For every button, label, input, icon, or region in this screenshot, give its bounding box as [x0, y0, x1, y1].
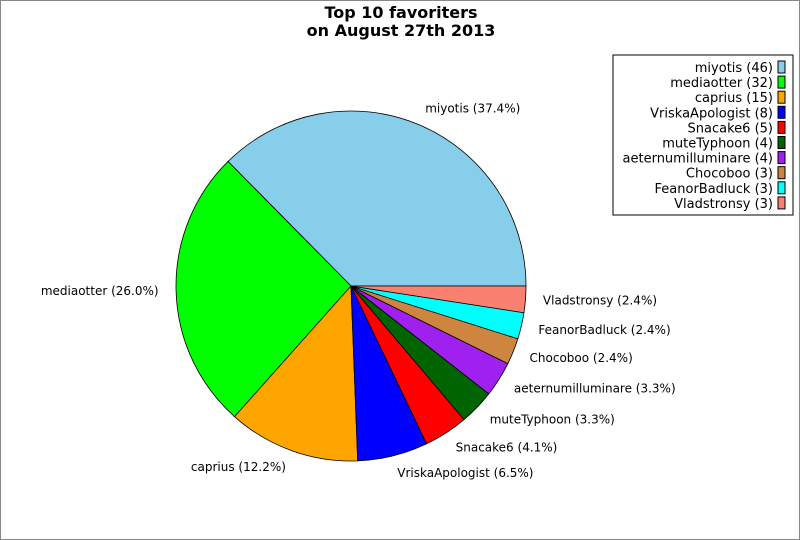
slice-label-muteTyphoon: muteTyphoon (3.3%)	[490, 412, 615, 426]
legend-swatch-VriskaApologist	[777, 105, 786, 119]
slice-label-Vladstronsy: Vladstronsy (2.4%)	[543, 294, 657, 308]
legend-swatch-muteTyphoon	[777, 136, 786, 149]
slice-label-mediaotter: mediaotter (26.0%)	[41, 284, 159, 298]
slice-label-miyotis: miyotis (37.4%)	[425, 101, 520, 115]
pie-slice-caprius	[234, 284, 359, 462]
legend-box	[612, 54, 794, 216]
slice-label-Chocoboo: Chocoboo (2.4%)	[530, 351, 633, 365]
legend-entry-caprius: caprius (15)	[695, 91, 773, 106]
legend-swatch-aeternumilluminare	[777, 151, 786, 165]
slice-label-FeanorBadluck: FeanorBadluck (2.4%)	[538, 323, 670, 337]
legend-swatch-FeanorBadluck	[777, 181, 786, 195]
legend-entry-Chocoboo: Chocoboo (3)	[686, 167, 773, 182]
slice-label-VriskaApologist: VriskaApologist (6.5%)	[397, 466, 533, 480]
legend-entry-aeternumilluminare: aeternumilluminare (4)	[623, 152, 773, 167]
legend-entry-Snacake6: Snacake6 (5)	[688, 121, 773, 136]
slice-label-aeternumilluminare: aeternumilluminare (3.3%)	[514, 382, 676, 396]
slice-label-Snacake6: Snacake6 (4.1%)	[456, 441, 558, 455]
legend-swatch-Chocoboo	[777, 166, 786, 180]
legend-swatch-mediaotter	[777, 75, 786, 89]
legend-swatch-caprius	[777, 90, 786, 104]
chart-title-line-1: Top 10 favoriters	[324, 3, 477, 22]
pie-slice-Vladstronsy	[350, 285, 527, 314]
legend-swatch-Snacake6	[777, 120, 786, 134]
legend-entry-Vladstronsy: Vladstronsy (3)	[674, 197, 773, 212]
legend-entry-miyotis: miyotis (46)	[695, 61, 773, 76]
legend-entry-mediaotter: mediaotter (32)	[670, 76, 773, 91]
pie-slice-mediaotter	[175, 160, 352, 418]
legend-swatch-miyotis	[777, 60, 786, 74]
legend-swatch-Vladstronsy	[777, 196, 786, 210]
legend-entry-FeanorBadluck: FeanorBadluck (3)	[655, 182, 773, 197]
chart-title-line-2: on August 27th 2013	[307, 21, 496, 40]
pie-slice-miyotis	[227, 110, 527, 287]
slice-label-caprius: caprius (12.2%)	[191, 460, 286, 474]
legend-entry-VriskaApologist: VriskaApologist (8)	[650, 106, 773, 121]
legend-entry-muteTyphoon: muteTyphoon (4)	[662, 137, 773, 152]
